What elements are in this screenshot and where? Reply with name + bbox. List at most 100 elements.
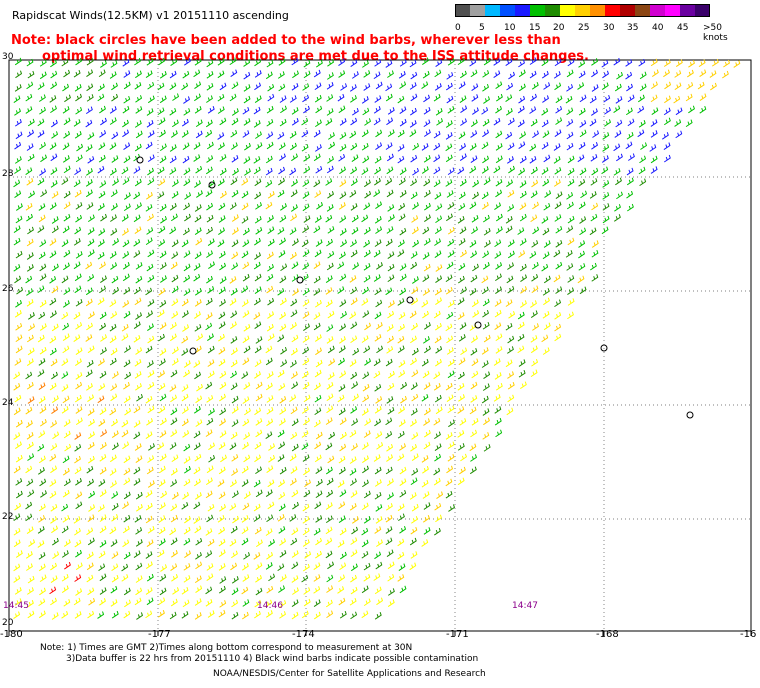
wind-barb	[447, 106, 455, 114]
wind-barb	[291, 118, 299, 126]
wind-barb	[111, 418, 118, 427]
wind-barb	[133, 431, 141, 440]
wind-barb	[50, 562, 57, 571]
wind-barb	[304, 479, 311, 488]
lon-tick-174w: -174	[292, 629, 315, 640]
wind-barb	[267, 263, 274, 272]
wind-barb	[147, 249, 155, 258]
wind-barb	[553, 249, 561, 258]
wind-barb	[50, 180, 58, 188]
wind-barb	[99, 105, 106, 114]
wind-barb	[541, 167, 549, 175]
wind-barb	[472, 179, 480, 188]
wind-barb	[134, 226, 142, 234]
wind-barb	[494, 309, 502, 318]
wind-barb	[27, 610, 35, 619]
wind-barb	[277, 454, 285, 462]
wind-barb	[517, 119, 525, 128]
wind-barb	[543, 297, 550, 306]
wind-barb	[361, 610, 369, 619]
wind-barb	[687, 69, 694, 78]
wind-barb	[315, 431, 323, 440]
wind-barb	[315, 105, 323, 114]
wind-barb	[75, 478, 82, 486]
wind-barb	[421, 394, 429, 402]
wind-barb	[495, 130, 503, 139]
wind-barb	[326, 324, 334, 332]
wind-barb	[75, 562, 83, 571]
wind-barb	[121, 166, 129, 175]
wind-barb	[74, 527, 81, 536]
wind-barb	[229, 321, 237, 329]
wind-barb	[87, 537, 95, 546]
wind-barb	[339, 610, 347, 619]
wind-barb	[171, 358, 179, 366]
wind-barb	[338, 153, 346, 162]
wind-barb	[651, 81, 658, 90]
wind-barb	[220, 454, 227, 463]
wind-barb	[99, 285, 106, 294]
wind-barb	[145, 490, 153, 498]
wind-barb	[436, 491, 444, 499]
wind-barb	[111, 551, 119, 559]
wind-barb	[327, 561, 335, 570]
wind-barb	[63, 249, 71, 258]
wind-barb	[314, 144, 322, 152]
wind-barb	[313, 288, 321, 296]
wind-barb	[38, 503, 46, 512]
contamination-circle	[600, 344, 608, 352]
wind-barb	[375, 561, 383, 570]
wind-barb	[290, 406, 298, 415]
wind-barb	[26, 563, 33, 571]
wind-barb	[50, 420, 57, 428]
wind-barb	[110, 383, 118, 392]
wind-barb	[517, 345, 525, 354]
wind-barb	[109, 168, 117, 176]
wind-barb	[170, 407, 178, 416]
wind-barb	[147, 335, 155, 344]
wind-barb	[61, 503, 69, 512]
wind-barb	[181, 384, 189, 392]
wind-barb	[650, 58, 658, 67]
wind-barb	[171, 454, 179, 463]
wind-barb	[135, 202, 142, 210]
wind-barb	[135, 539, 143, 547]
wind-barb	[386, 478, 394, 486]
wind-barb	[27, 118, 35, 127]
wind-barb	[397, 345, 405, 354]
wind-barb	[86, 551, 94, 560]
wind-barb	[242, 130, 250, 138]
wind-barb	[254, 371, 261, 379]
wind-barb	[532, 201, 539, 210]
wind-barb	[145, 395, 153, 404]
wind-barb	[591, 69, 598, 78]
wind-barb	[481, 360, 489, 368]
wind-barb	[277, 71, 285, 79]
wind-barb	[448, 419, 455, 428]
wind-barb	[158, 178, 166, 187]
wind-barb	[266, 465, 274, 473]
wind-barb	[314, 82, 322, 91]
wind-barb	[169, 82, 177, 91]
wind-barb	[97, 203, 105, 211]
wind-barb	[122, 300, 130, 308]
wind-barb	[230, 177, 238, 186]
wind-barb	[447, 359, 455, 367]
wind-barb	[75, 202, 83, 210]
wind-barb	[278, 166, 286, 175]
wind-barb	[447, 58, 455, 66]
wind-barb	[242, 335, 250, 344]
wind-barb	[541, 70, 549, 79]
wind-barb	[314, 190, 322, 198]
wind-barb	[673, 95, 681, 104]
wind-barb	[183, 360, 191, 368]
wind-barb	[470, 348, 478, 356]
wind-barb	[26, 238, 34, 247]
wind-barb	[64, 561, 71, 570]
wind-barb	[409, 59, 417, 68]
wind-barb	[278, 83, 286, 92]
wind-barb	[39, 587, 46, 596]
wind-barb	[39, 323, 47, 331]
wind-barb	[470, 381, 478, 390]
wind-barb	[627, 94, 635, 103]
